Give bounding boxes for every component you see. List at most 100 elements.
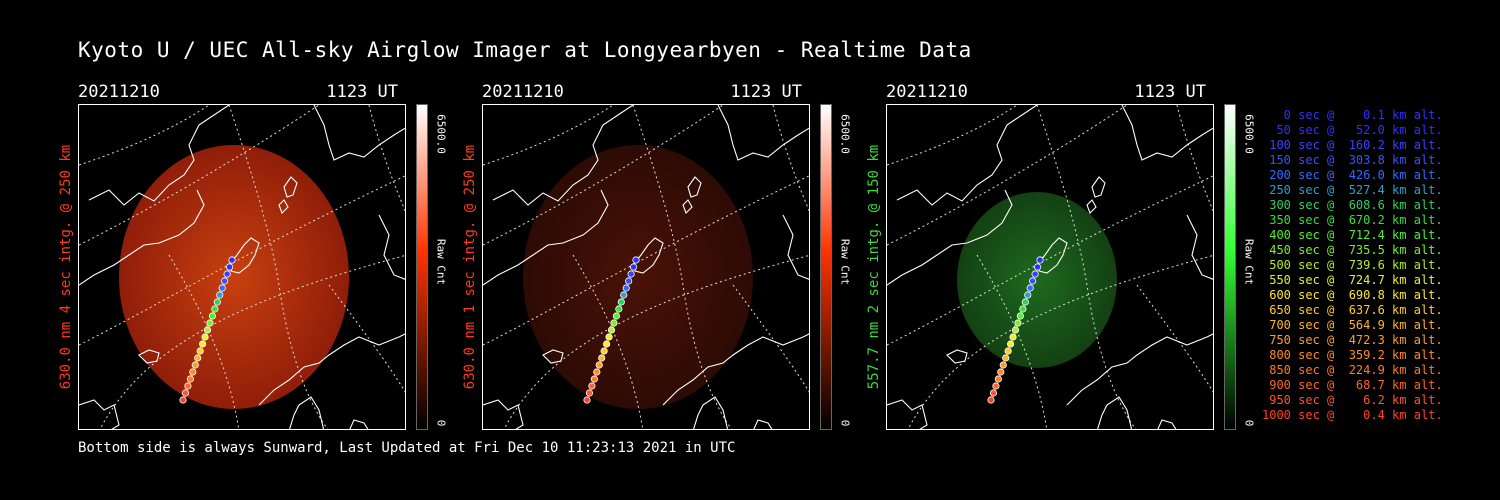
trajectory-point	[612, 312, 620, 320]
legend-entry: 500 sec @ 739.6 km alt.	[1262, 258, 1443, 272]
trajectory-point	[605, 333, 613, 341]
colorbar-unit-label: Raw Cnt	[838, 238, 852, 286]
legend-entry: 800 sec @ 359.2 km alt.	[1262, 348, 1443, 362]
legend-entry: 0 sec @ 0.1 km alt.	[1262, 108, 1443, 122]
trajectory-point	[583, 396, 591, 404]
legend-entry: 700 sec @ 564.9 km alt.	[1262, 318, 1443, 332]
panel-time: 1123 UT	[730, 82, 802, 102]
trajectory-point	[622, 284, 630, 292]
trajectory-point	[1021, 298, 1029, 306]
colorbar-unit: Raw Cnt	[1242, 232, 1256, 292]
legend-entry: 400 sec @ 712.4 km alt.	[1262, 228, 1443, 242]
panel-1: 20211210 1123 UT 630.0 nm 4 sec intg. @ …	[58, 82, 488, 432]
trajectory-point	[216, 291, 224, 299]
trajectory-point	[1002, 354, 1010, 362]
legend-entry: 150 sec @ 303.8 km alt.	[1262, 153, 1443, 167]
trajectory-point	[1024, 291, 1032, 299]
legend-entry: 650 sec @ 637.6 km alt.	[1262, 303, 1443, 317]
legend-entry: 100 sec @ 160.2 km alt.	[1262, 138, 1443, 152]
trajectory-point	[1026, 284, 1034, 292]
panel-time: 1123 UT	[326, 82, 398, 102]
trajectory-point	[1029, 277, 1037, 285]
trajectory-point	[181, 389, 190, 397]
trajectory-point	[1004, 347, 1012, 355]
colorbar-max-label: 6500.0	[1242, 114, 1256, 154]
trajectory-point	[221, 277, 229, 285]
trajectory-point	[994, 375, 1002, 383]
panel-ylabel-text: 630.0 nm 4 sec intg. @ 250 km	[58, 144, 74, 390]
colorbar-min: 0	[838, 416, 852, 430]
trajectory-point	[201, 333, 209, 341]
trajectory-legend: 0 sec @ 0.1 km alt. 50 sec @ 52.0 km alt…	[1262, 108, 1443, 423]
trajectory-point	[989, 389, 998, 397]
trajectory-point	[194, 354, 202, 362]
colorbar	[820, 104, 832, 430]
colorbar-max: 6500.0	[434, 104, 448, 164]
trajectory-point	[607, 326, 616, 334]
trajectory-point	[610, 319, 618, 327]
legend-entry: 600 sec @ 690.8 km alt.	[1262, 288, 1443, 302]
allsky-image	[78, 104, 406, 430]
legend-entry: 950 sec @ 6.2 km alt.	[1262, 393, 1443, 407]
trajectory-point	[598, 354, 606, 362]
trajectory-point	[632, 256, 640, 264]
trajectory-point	[1011, 326, 1020, 334]
trajectory-point	[1031, 270, 1039, 278]
colorbar-min-label: 0	[838, 419, 852, 427]
colorbar-max: 6500.0	[1242, 104, 1256, 164]
trajectory-point	[590, 375, 598, 383]
trajectory-point	[1036, 256, 1044, 264]
footer-note: Bottom side is always Sunward, Last Upda…	[78, 440, 736, 456]
map-canvas	[887, 105, 1213, 429]
trajectory-point	[600, 347, 608, 355]
trajectory-point	[588, 382, 596, 390]
colorbar-min-label: 0	[434, 419, 448, 427]
legend-entry: 200 sec @ 426.0 km alt.	[1262, 168, 1443, 182]
panel-date: 20211210	[482, 82, 564, 102]
trajectory-point	[189, 368, 197, 376]
colorbar-unit: Raw Cnt	[838, 232, 852, 292]
map-canvas	[483, 105, 809, 429]
trajectory-point	[203, 326, 212, 334]
trajectory-point	[225, 263, 234, 271]
trajectory-point	[629, 263, 638, 271]
trajectory-point	[1033, 263, 1042, 271]
trajectory-point	[208, 312, 216, 320]
colorbar-min: 0	[434, 416, 448, 430]
colorbar-unit-label: Raw Cnt	[434, 238, 448, 286]
trajectory-point	[223, 270, 231, 278]
map-canvas	[79, 105, 405, 429]
legend-entry: 900 sec @ 68.7 km alt.	[1262, 378, 1443, 392]
airglow-field	[523, 145, 753, 409]
legend-entry: 300 sec @ 608.6 km alt.	[1262, 198, 1443, 212]
allsky-image	[482, 104, 810, 430]
trajectory-point	[620, 291, 628, 299]
panel-date: 20211210	[78, 82, 160, 102]
trajectory-point	[1019, 305, 1027, 313]
colorbar-unit: Raw Cnt	[434, 232, 448, 292]
trajectory-point	[627, 270, 635, 278]
trajectory-point	[617, 298, 625, 306]
trajectory-point	[179, 396, 187, 404]
legend-entry: 750 sec @ 472.3 km alt.	[1262, 333, 1443, 347]
panel-ylabel-text: 557.7 nm 2 sec intg. @ 150 km	[866, 144, 882, 390]
panel-ylabel: 557.7 nm 2 sec intg. @ 150 km	[864, 104, 884, 430]
trajectory-point	[199, 340, 207, 348]
page-title: Kyoto U / UEC All-sky Airglow Imager at …	[78, 38, 972, 62]
trajectory-point	[1009, 333, 1017, 341]
colorbar-unit-label: Raw Cnt	[1242, 238, 1256, 286]
panel-2: 20211210 1123 UT 630.0 nm 1 sec intg. @ …	[462, 82, 892, 432]
trajectory-point	[206, 319, 214, 327]
colorbar-max-label: 6500.0	[434, 114, 448, 154]
trajectory-point	[191, 361, 199, 369]
legend-entry: 550 sec @ 724.7 km alt.	[1262, 273, 1443, 287]
trajectory-point	[196, 347, 204, 355]
panel-date: 20211210	[886, 82, 968, 102]
trajectory-point	[999, 361, 1007, 369]
trajectory-point	[625, 277, 633, 285]
legend-entry: 250 sec @ 527.4 km alt.	[1262, 183, 1443, 197]
trajectory-point	[603, 340, 611, 348]
trajectory-point	[184, 382, 192, 390]
trajectory-point	[213, 298, 221, 306]
trajectory-point	[992, 382, 1000, 390]
